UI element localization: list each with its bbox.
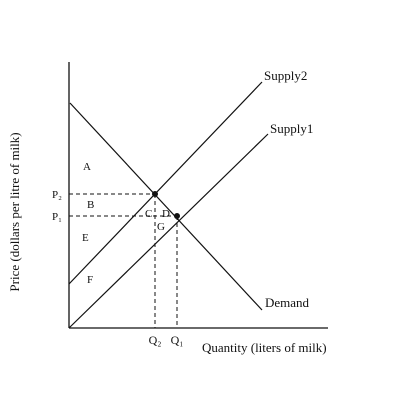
area-a-label: A: [83, 161, 91, 173]
area-g-label: G: [157, 221, 165, 233]
area-c-label: C: [145, 208, 152, 220]
demand-label: Demand: [265, 295, 310, 310]
supply2-label: Supply2: [264, 68, 307, 83]
demand-curve: [69, 102, 263, 311]
supply2-curve: [68, 81, 263, 285]
equilibrium-point-1: [174, 213, 180, 219]
area-e-label: E: [82, 232, 89, 244]
supply1-curve: [68, 133, 269, 329]
q1-tick-label: Q₁: [171, 333, 184, 347]
supply1-label: Supply1: [270, 121, 313, 136]
y-axis-title: Price (dollars per litre of milk): [7, 132, 22, 291]
area-d-label: D: [162, 208, 170, 220]
q2-tick-label: Q₂: [149, 333, 162, 347]
equilibrium-point-2: [152, 191, 158, 197]
area-b-label: B: [87, 199, 94, 211]
x-axis-title: Quantity (liters of milk): [202, 340, 327, 355]
area-f-label: F: [87, 274, 93, 286]
p2-tick-label: P₂: [52, 189, 62, 201]
p1-tick-label: P₁: [52, 211, 62, 223]
